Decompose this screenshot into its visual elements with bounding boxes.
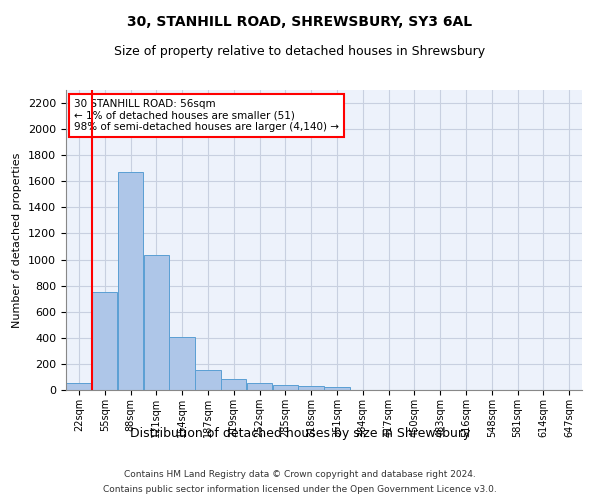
Text: Size of property relative to detached houses in Shrewsbury: Size of property relative to detached ho…	[115, 45, 485, 58]
Bar	[324, 388, 350, 390]
Text: Distribution of detached houses by size in Shrewsbury: Distribution of detached houses by size …	[130, 428, 470, 440]
Text: Contains public sector information licensed under the Open Government Licence v3: Contains public sector information licen…	[103, 485, 497, 494]
Bar	[272, 385, 298, 390]
Bar	[221, 379, 247, 390]
Bar	[169, 336, 195, 390]
Text: 30 STANHILL ROAD: 56sqm
← 1% of detached houses are smaller (51)
98% of semi-det: 30 STANHILL ROAD: 56sqm ← 1% of detached…	[74, 99, 339, 132]
Bar	[195, 370, 221, 390]
Text: 30, STANHILL ROAD, SHREWSBURY, SY3 6AL: 30, STANHILL ROAD, SHREWSBURY, SY3 6AL	[127, 15, 473, 29]
Y-axis label: Number of detached properties: Number of detached properties	[13, 152, 22, 328]
Bar	[143, 255, 169, 390]
Text: Contains HM Land Registry data © Crown copyright and database right 2024.: Contains HM Land Registry data © Crown c…	[124, 470, 476, 479]
Bar	[66, 383, 92, 390]
Bar	[92, 292, 118, 390]
Bar	[298, 386, 324, 390]
Bar	[247, 384, 272, 390]
Bar	[118, 172, 143, 390]
